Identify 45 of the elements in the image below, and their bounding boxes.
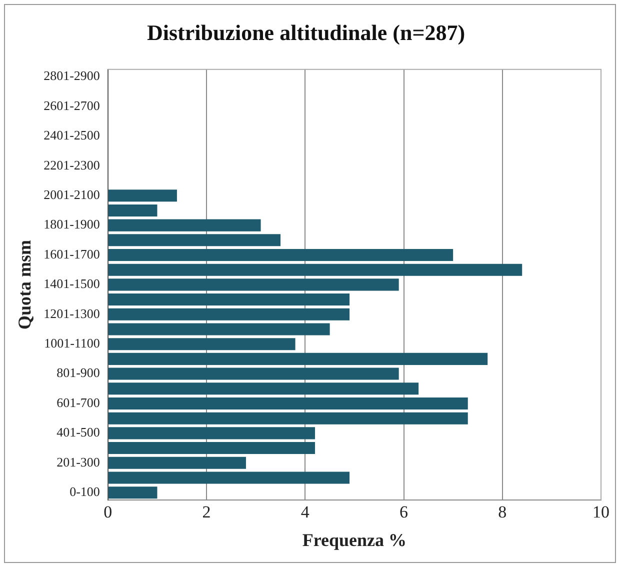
x-axis-title: Frequenza %: [302, 530, 407, 550]
bar: [108, 368, 399, 380]
x-tick-label: 6: [400, 502, 408, 522]
bar: [108, 338, 296, 350]
bar: [108, 190, 177, 202]
x-tick-label: 0: [104, 502, 112, 522]
bar: [108, 264, 522, 276]
y-tick-label: 401-500: [56, 424, 100, 440]
y-tick-label: 1401-1500: [44, 276, 100, 292]
bar: [108, 323, 330, 336]
y-tick-label: 1001-1100: [44, 336, 100, 351]
x-tick-label: 4: [300, 502, 310, 522]
bar: [108, 234, 281, 246]
y-tick-label: 2201-2300: [44, 157, 100, 172]
y-tick-label: 2401-2500: [44, 128, 100, 143]
y-tick-label: 601-700: [56, 394, 100, 410]
y-tick-label: 0-100: [70, 484, 100, 499]
bar: [108, 278, 399, 291]
chart-title: Distribuzione altitudinale (n=287): [146, 20, 466, 45]
y-tick-label: 2001-2100: [44, 187, 100, 202]
y-tick-label: 1601-1700: [44, 246, 100, 262]
y-tick-label: 1201-1300: [44, 306, 100, 321]
bar: [108, 486, 158, 499]
x-tick-label: 8: [498, 502, 507, 522]
y-axis-title: Quota msm: [14, 240, 34, 330]
bar: [108, 204, 158, 216]
y-tick-label: 801-900: [56, 365, 100, 380]
bar: [108, 352, 488, 365]
x-tick-label: 10: [592, 502, 610, 522]
bar: [108, 294, 350, 306]
bar: [108, 397, 468, 410]
y-tick-label: 201-300: [56, 454, 100, 470]
bar: [108, 442, 316, 454]
bar: [108, 308, 350, 320]
bar: [108, 412, 468, 424]
bar: [108, 382, 419, 395]
bar: [108, 248, 454, 262]
x-tick-label: 2: [202, 502, 211, 522]
y-tick-label: 1801-1900: [44, 216, 100, 232]
bar: [108, 219, 261, 232]
y-tick-label: 2801-2900: [44, 68, 100, 84]
bar: [108, 456, 246, 469]
y-tick-label: 2601-2700: [44, 98, 100, 113]
bar: [108, 427, 316, 440]
bar: [108, 472, 350, 484]
